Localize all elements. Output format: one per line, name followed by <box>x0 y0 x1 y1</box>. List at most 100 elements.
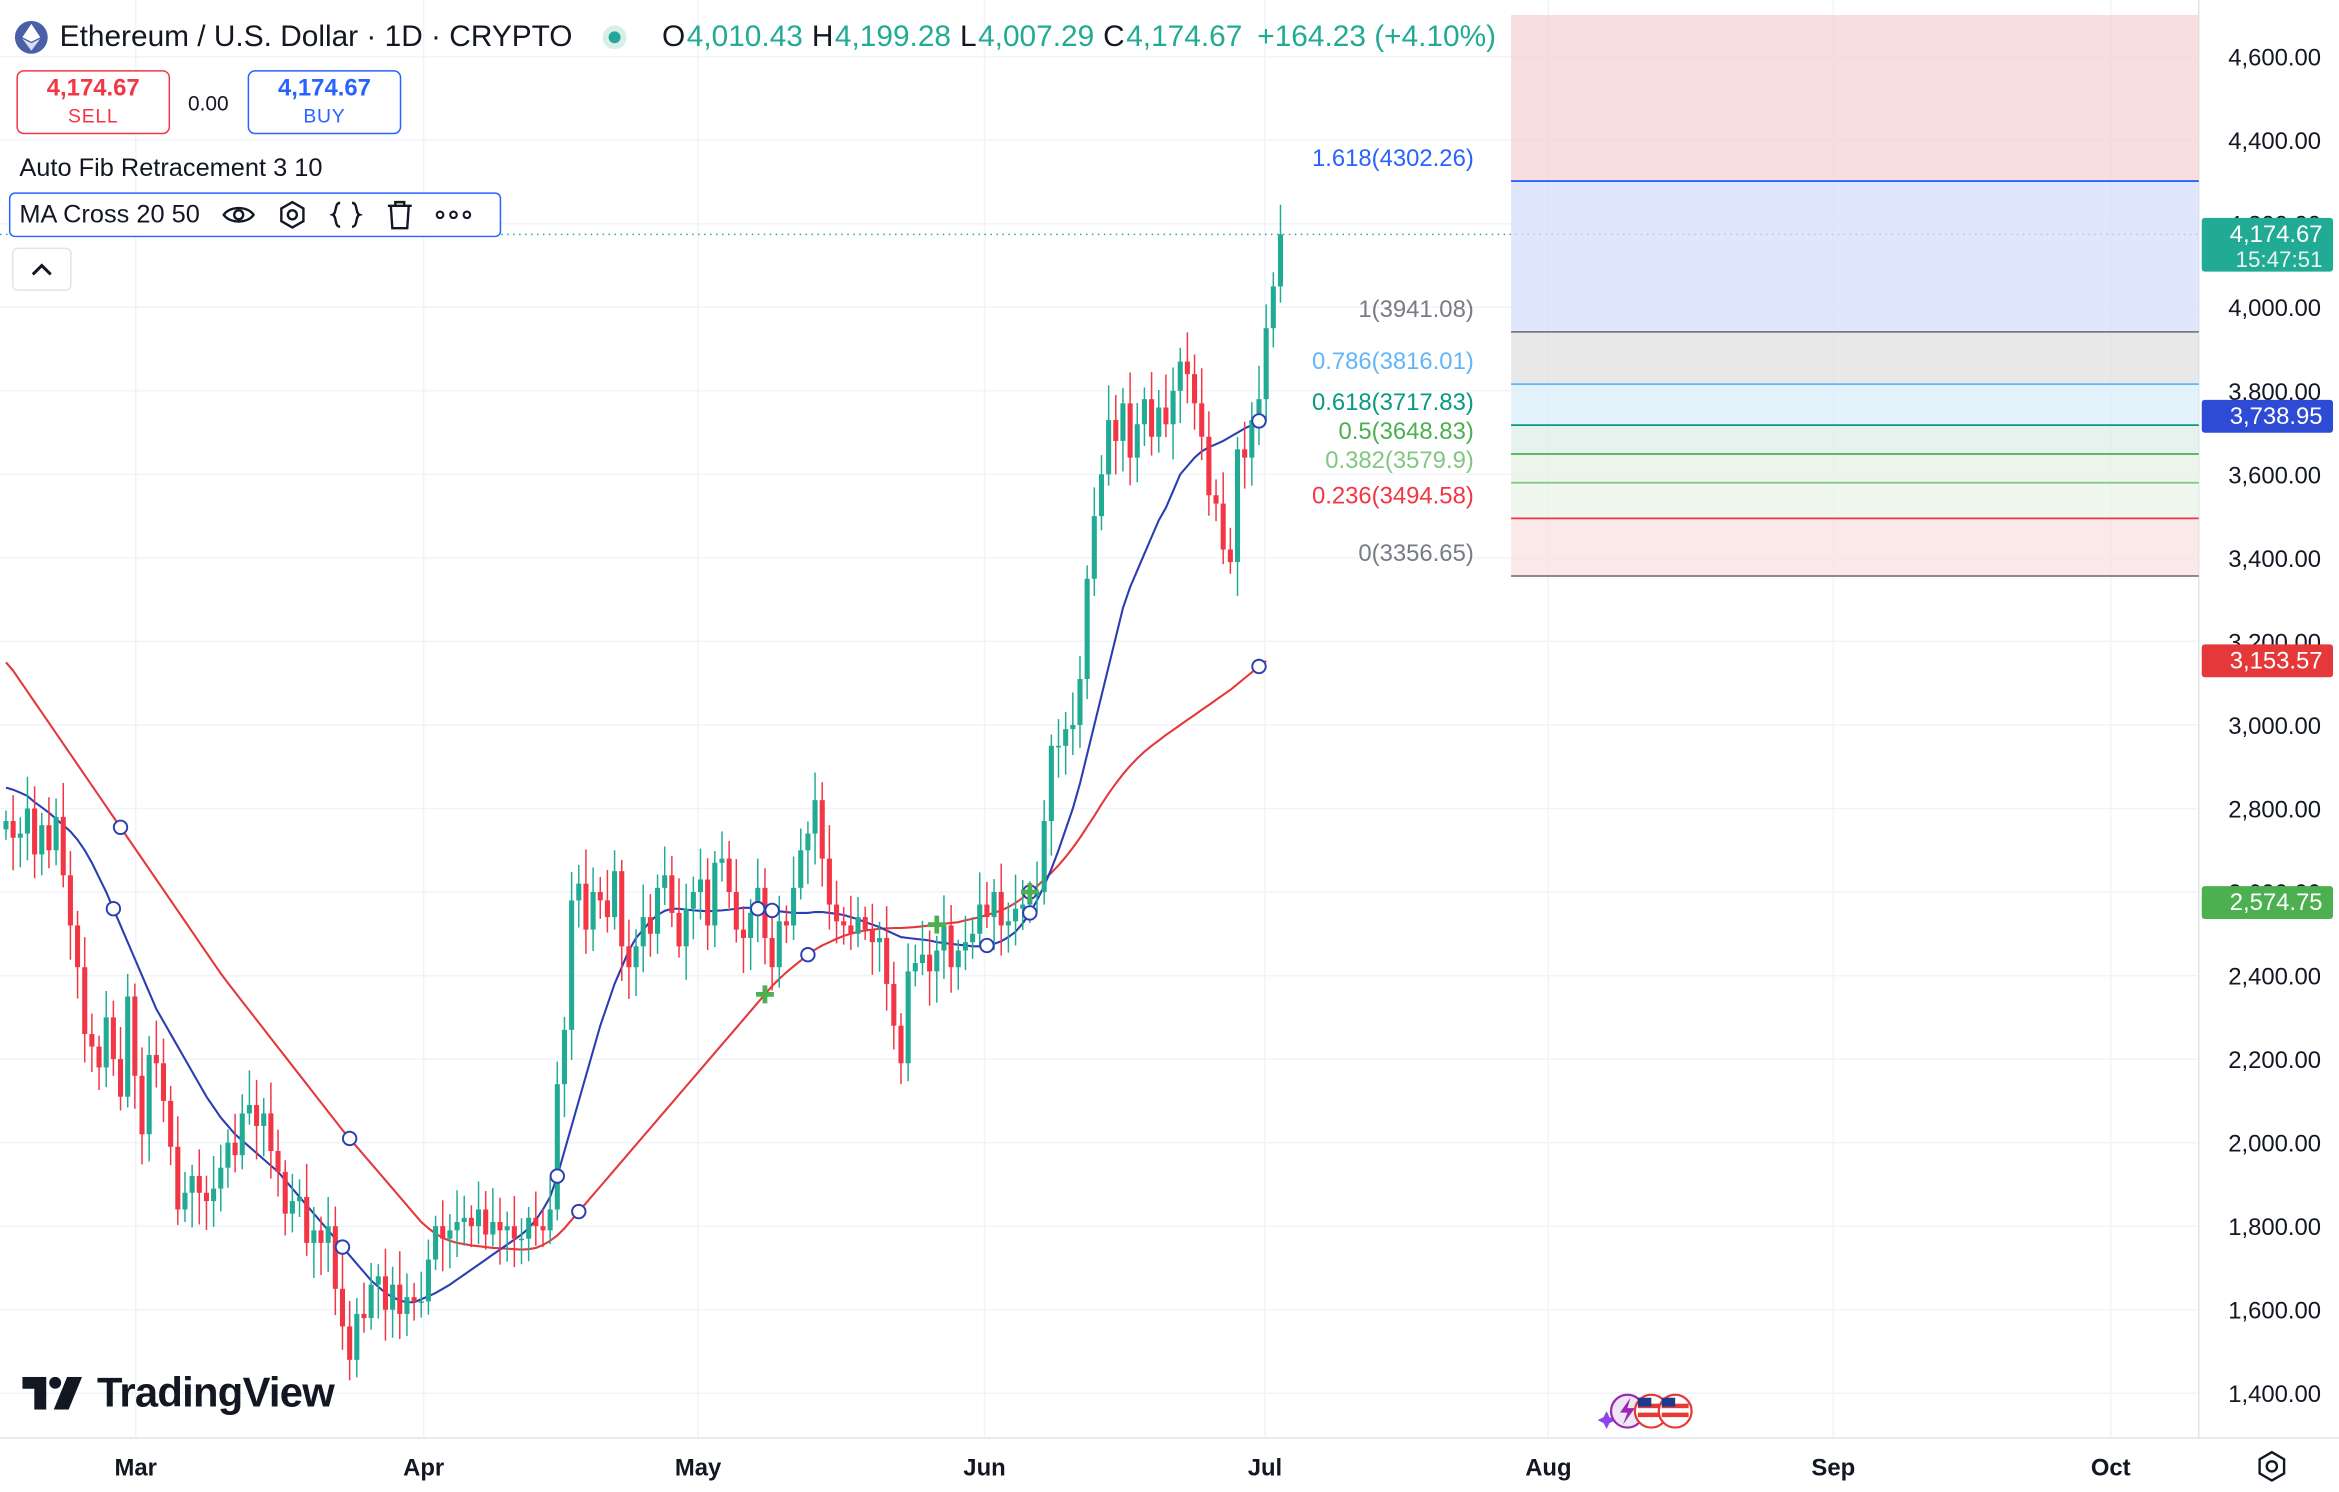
symbol-title[interactable]: Ethereum / U.S. Dollar · 1D · CRYPTO <box>59 20 573 53</box>
sell-button[interactable]: 4,174.67 SELL <box>16 70 171 135</box>
source-code-icon[interactable] <box>328 197 364 233</box>
candle-body <box>927 954 933 972</box>
candle-body <box>254 1105 260 1126</box>
candle-body <box>1091 516 1097 579</box>
candle-body <box>1070 724 1076 730</box>
candle-body <box>647 917 653 934</box>
candle-body <box>282 1171 288 1214</box>
candle-body <box>798 850 804 888</box>
candle-body <box>984 904 990 918</box>
buy-button[interactable]: 4,174.67 BUY <box>247 70 402 135</box>
candle-body <box>1220 503 1226 550</box>
candle-body <box>604 900 610 918</box>
candle-body <box>533 1217 539 1227</box>
candle-body <box>24 808 30 834</box>
cross-marker <box>1020 883 1039 901</box>
ma-20-marker <box>764 902 780 919</box>
sell-label: SELL <box>68 103 119 127</box>
candle-body <box>891 983 897 1026</box>
candle-body <box>1134 424 1140 458</box>
candle-body <box>232 1142 238 1156</box>
candle-body <box>490 1222 496 1235</box>
candle-body <box>511 1226 517 1239</box>
candle-body <box>554 1084 560 1210</box>
candle-body <box>182 1192 188 1210</box>
ma-50-line <box>5 660 1267 1251</box>
economic-events-icon[interactable] <box>1592 1390 1696 1432</box>
candle-body <box>597 892 603 901</box>
candle-body <box>676 912 682 947</box>
fib-zone <box>1511 181 2199 332</box>
y-axis-label: 1,400.00 <box>2228 1381 2321 1408</box>
candle-body <box>783 921 789 926</box>
candle-body <box>919 954 926 964</box>
candle-body <box>1127 403 1133 458</box>
candle-body <box>1077 679 1083 725</box>
candle-body <box>1206 436 1212 496</box>
candle-body <box>1277 234 1284 287</box>
y-axis-label: 2,000.00 <box>2228 1131 2321 1158</box>
settings-icon[interactable] <box>274 197 310 233</box>
y-axis-label: 2,400.00 <box>2228 964 2321 991</box>
candle-body <box>139 1075 145 1135</box>
fib-zone <box>1511 482 2199 519</box>
candle-body <box>855 917 861 934</box>
collapse-legend-button[interactable] <box>11 247 72 291</box>
candle-body <box>246 1105 252 1114</box>
sell-price: 4,174.67 <box>46 75 140 101</box>
candle-body <box>1106 420 1112 475</box>
candle-body <box>53 816 59 851</box>
x-axis-label: Sep <box>1811 1454 1855 1481</box>
candle-body <box>697 879 704 893</box>
fib-indicator-label[interactable]: Auto Fib Retracement 3 10 <box>19 153 323 182</box>
candle-body <box>1213 495 1219 504</box>
candle-body <box>540 1226 546 1231</box>
candle-body <box>1048 745 1054 822</box>
candle-body <box>1113 420 1119 441</box>
eye-icon[interactable] <box>221 197 257 233</box>
candle-body <box>1020 904 1026 909</box>
candle-body <box>375 1276 381 1285</box>
ma-cross-indicator[interactable]: MA Cross 20 50 <box>8 192 502 238</box>
candle-body <box>1234 449 1241 563</box>
candle-body <box>561 1029 567 1085</box>
candle-body <box>275 1150 281 1172</box>
candle-body <box>862 917 868 930</box>
fib-level-label: 0.236(3494.58) <box>1312 482 1474 509</box>
candle-body <box>175 1146 181 1210</box>
candle-body <box>1184 361 1190 375</box>
candle-body <box>1098 474 1105 517</box>
candle-body <box>146 1054 152 1135</box>
candle-body <box>261 1113 267 1126</box>
candle-body <box>1055 745 1062 748</box>
delete-icon[interactable] <box>382 197 418 233</box>
candle-body <box>1084 578 1090 680</box>
candle-body <box>826 858 832 905</box>
spread-value: 0.00 <box>187 90 229 115</box>
candle-body <box>1199 403 1205 437</box>
candle-body <box>518 1238 525 1241</box>
candle-body <box>318 1230 324 1243</box>
ma-50-marker <box>800 947 816 963</box>
price-tag-countdown: 15:47:51 <box>2236 247 2323 272</box>
candle-body <box>712 862 718 926</box>
candle-body <box>640 917 646 947</box>
more-icon[interactable] <box>435 197 472 233</box>
candle-body <box>905 971 911 1064</box>
candle-body <box>812 800 818 834</box>
price-tag-cross <box>2201 886 2334 919</box>
market-open-icon <box>602 25 627 50</box>
candle-body <box>1120 403 1126 441</box>
candle-body <box>848 925 854 934</box>
price-tag-last <box>2201 217 2334 272</box>
low-value: 4,007.29 <box>978 20 1095 53</box>
price-tag-label: 4,174.67 <box>2230 221 2323 248</box>
candle-body <box>740 929 746 938</box>
candle-body <box>726 858 732 893</box>
ma-cross-label: MA Cross 20 50 <box>19 199 200 229</box>
candle-body <box>454 1222 460 1231</box>
chart-settings-icon[interactable] <box>2252 1447 2291 1486</box>
tradingview-wordmark: TradingView <box>96 1369 335 1416</box>
